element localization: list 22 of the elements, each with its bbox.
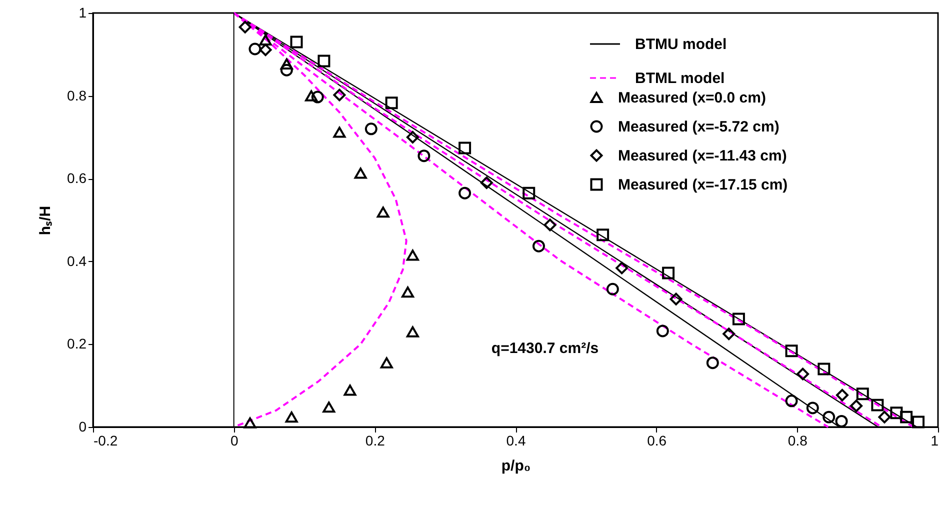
x-tick-label: 0.4	[506, 432, 526, 448]
x-tick-label: 0.2	[365, 432, 386, 448]
legend-label: Measured (x=0.0 cm)	[618, 90, 766, 106]
x-axis-title: p/p₀	[501, 458, 531, 474]
y-tick-label: 0.2	[67, 336, 87, 352]
x-tick-label: 0.8	[788, 432, 808, 448]
y-tick-label: 0.4	[67, 252, 87, 269]
legend-label: Measured (x=-5.72 cm)	[618, 118, 780, 136]
y-axis-title: hₛ/H	[37, 206, 54, 236]
legend-label: Measured (x=-17.15 cm)	[618, 176, 788, 194]
annotation: q=1430.7 cm²/s	[491, 340, 599, 357]
x-tick-label: 0	[230, 432, 238, 448]
legend-label: Measured (x=-11.43 cm)	[618, 148, 787, 164]
y-tick-label: 0.6	[67, 170, 87, 186]
y-tick-label: 0.8	[67, 87, 87, 104]
x-tick-label: -0.2	[94, 432, 118, 448]
y-tick-label: 0	[78, 418, 87, 434]
y-tick-label: 1	[78, 4, 87, 20]
legend-label: BTMU model	[635, 36, 727, 53]
x-tick-label: 0.6	[647, 432, 667, 448]
legend-label: BTML model	[635, 70, 725, 87]
x-tick-label: 1	[930, 432, 939, 448]
